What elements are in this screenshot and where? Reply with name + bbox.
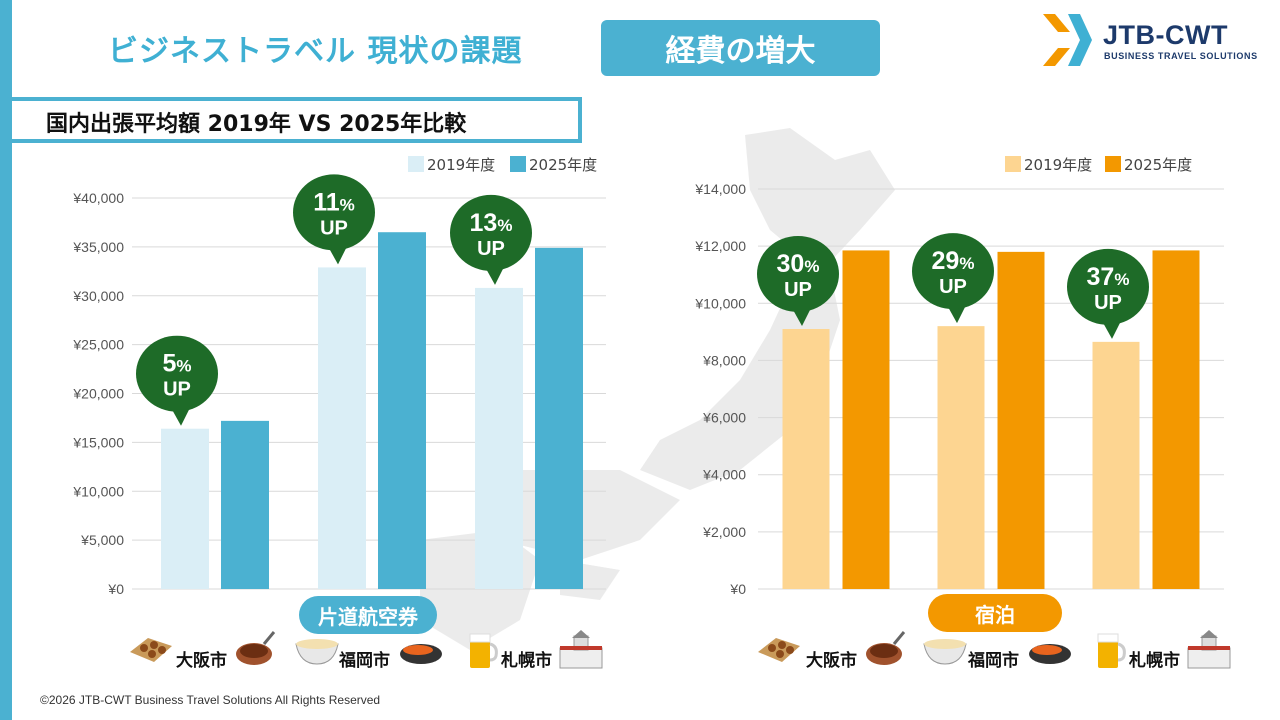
city-sapporo-hotel: 札幌市 (1129, 651, 1180, 671)
up-percent-1: 29% (932, 247, 975, 275)
ramen-icon (295, 639, 339, 665)
up-percent-1: 11% (313, 188, 355, 216)
ramen-icon (923, 639, 967, 665)
up-label-1: UP (939, 276, 967, 298)
takoyaki-icon (758, 638, 800, 662)
y-tick-label: ¥0 (729, 581, 746, 597)
left-accent-bar (0, 0, 12, 720)
city-osaka-hotel: 大阪市 (806, 651, 857, 671)
y-tick-label: ¥4,000 (702, 467, 746, 483)
bar-0-0-0 (161, 428, 209, 589)
y-tick-label: ¥40,000 (72, 190, 124, 206)
legend-swatch (1105, 156, 1121, 172)
topic-badge: 経費の増大 (601, 20, 880, 76)
jtb-cwt-logo-icon (1043, 14, 1092, 66)
up-label-1: UP (320, 217, 348, 239)
hotel-label: 宿泊 (928, 594, 1062, 632)
bar-1-0-1 (937, 326, 985, 589)
bar-1-1-2 (1152, 250, 1200, 589)
up-bubble-1 (293, 174, 375, 251)
y-tick-label: ¥10,000 (694, 295, 746, 311)
up-percent-2: 37% (1087, 263, 1130, 291)
beer-mug-icon (469, 633, 498, 668)
beer-mug-icon (1097, 633, 1126, 668)
y-tick-label: ¥20,000 (72, 386, 124, 402)
y-tick-label: ¥0 (107, 581, 124, 597)
city-sapporo-air: 札幌市 (501, 651, 552, 671)
bar-1-1-1 (997, 251, 1045, 589)
air-ticket-label: 片道航空券 (299, 596, 437, 634)
okonomiyaki-icon (866, 631, 906, 665)
mentaiko-icon (1029, 644, 1071, 664)
y-tick-label: ¥6,000 (702, 410, 746, 426)
y-tick-label: ¥35,000 (72, 239, 124, 255)
legend-swatch (408, 156, 424, 172)
up-label-0: UP (163, 379, 191, 401)
up-label-2: UP (1094, 292, 1122, 314)
bar-1-0-0 (782, 329, 830, 589)
up-bubble-0 (136, 335, 218, 412)
up-bubble-2 (450, 194, 532, 271)
subtitle-frame (12, 97, 582, 143)
y-tick-label: ¥2,000 (702, 524, 746, 540)
up-percent-0: 5% (162, 350, 191, 378)
takoyaki-icon (130, 638, 172, 662)
up-bubble-0 (757, 236, 839, 312)
bar-0-0-1 (318, 267, 366, 589)
city-osaka-air: 大阪市 (176, 651, 227, 671)
y-tick-label: ¥15,000 (72, 434, 124, 450)
clock-tower-icon (559, 630, 603, 669)
legend-swatch (1005, 156, 1021, 172)
bar-0-1-0 (221, 420, 269, 589)
city-fukuoka-air: 福岡市 (339, 651, 390, 671)
clock-tower-icon (1187, 630, 1231, 669)
y-tick-label: ¥10,000 (72, 483, 124, 499)
bar-1-0-2 (1092, 341, 1140, 589)
copyright: ©2026 JTB-CWT Business Travel Solutions … (40, 693, 381, 707)
bar-0-0-2 (475, 287, 523, 589)
y-tick-label: ¥12,000 (694, 238, 746, 254)
logo-wordmark: JTB-CWT (1103, 20, 1228, 50)
bar-1-1-0 (842, 250, 890, 589)
legend-label: 2019年度 (1024, 156, 1092, 174)
legend-swatch (510, 156, 526, 172)
logo-tagline: BUSINESS TRAVEL SOLUTIONS (1104, 51, 1258, 61)
page-title: ビジネストラベル 現状の課題 (108, 34, 523, 69)
bar-0-1-2 (535, 247, 583, 590)
up-percent-2: 13% (470, 209, 513, 237)
city-fukuoka-hotel: 福岡市 (968, 651, 1019, 671)
up-bubble-2 (1067, 248, 1149, 325)
y-tick-label: ¥30,000 (72, 288, 124, 304)
y-tick-label: ¥8,000 (702, 352, 746, 368)
legend-label: 2025年度 (1124, 156, 1192, 174)
y-tick-label: ¥5,000 (80, 532, 124, 548)
y-tick-label: ¥25,000 (72, 337, 124, 353)
y-tick-label: ¥14,000 (694, 181, 746, 197)
okonomiyaki-icon (236, 631, 276, 665)
bar-0-1-1 (378, 232, 426, 589)
mentaiko-icon (400, 644, 442, 664)
legend-label: 2019年度 (427, 156, 495, 174)
up-percent-0: 30% (777, 250, 820, 278)
legend-label: 2025年度 (529, 156, 597, 174)
chart-subtitle: 国内出張平均額 2019年 VS 2025年比較 (46, 112, 467, 137)
up-label-0: UP (784, 279, 812, 301)
up-label-2: UP (477, 238, 505, 260)
up-bubble-1 (912, 233, 994, 310)
